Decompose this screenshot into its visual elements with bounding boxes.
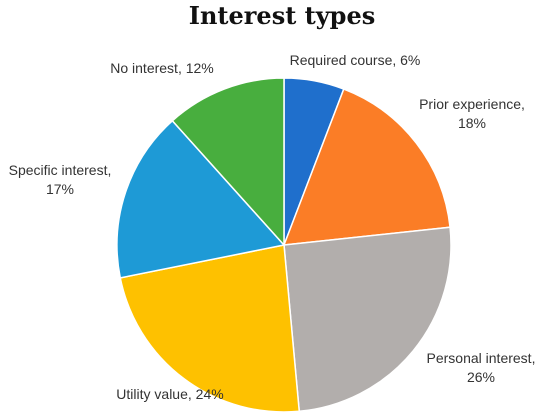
slice-label-line: 26% (467, 369, 495, 385)
slice-label-specific-interest: Specific interest, 17% (9, 162, 112, 197)
slice-label-personal-interest: Personal interest, 26% (427, 350, 536, 385)
pie-slice-specific-interest (116, 119, 286, 279)
slice-label-required-course: Required course, 6% (290, 52, 421, 68)
slice-label-line: Personal interest, (427, 350, 536, 366)
slice-label-utility-value: Utility value, 24% (116, 386, 223, 402)
slice-label-line: Prior experience, (419, 96, 525, 112)
pie-slice-utility-value (119, 244, 301, 413)
pie-slices (116, 77, 452, 413)
pie-slice-prior-experience (282, 88, 451, 246)
slice-label-line: No interest, 12% (110, 60, 214, 76)
slice-label-line: 17% (46, 181, 74, 197)
chart-title: Interest types (189, 1, 376, 30)
slice-label-line: Utility value, 24% (116, 386, 223, 402)
pie-slice-no-interest (171, 77, 285, 247)
slice-label-line: Specific interest, (9, 162, 112, 178)
slice-label-line: 18% (458, 115, 486, 131)
slice-label-line: Required course, 6% (290, 52, 421, 68)
pie-slice-personal-interest (283, 226, 452, 413)
slice-label-no-interest: No interest, 12% (110, 60, 214, 76)
slice-label-prior-experience: Prior experience, 18% (419, 96, 525, 131)
pie-labels: Required course, 6%Prior experience, 18%P… (9, 52, 536, 402)
